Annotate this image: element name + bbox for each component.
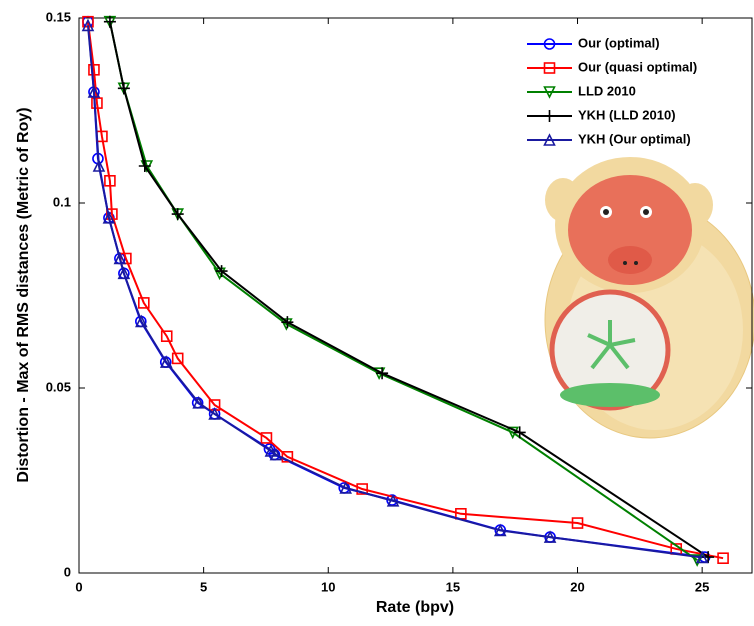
point [269, 447, 283, 461]
point [386, 494, 400, 507]
point [192, 396, 205, 409]
legend-label: LLD 2010 [578, 83, 636, 98]
plot-frame [78, 17, 753, 574]
point [543, 530, 557, 543]
point [91, 97, 103, 109]
x-tick-label: 5 [200, 579, 207, 594]
legend-marker [543, 86, 556, 99]
y-tick-label: 0.1 [53, 194, 71, 209]
legend-label: YKH (Our optimal) [578, 131, 691, 146]
point [104, 175, 116, 187]
legend-label: Our (quasi optimal) [578, 59, 697, 74]
y-tick-label: 0.15 [46, 9, 71, 24]
legend-marker [543, 110, 556, 122]
point [160, 330, 173, 343]
point [695, 550, 709, 564]
point [117, 266, 131, 280]
point [102, 211, 116, 224]
point [138, 297, 150, 309]
x-axis-label: Rate (bpv) [376, 599, 454, 616]
y-axis-label: Distortion - Max of RMS distances (Metri… [15, 107, 32, 482]
point [81, 18, 95, 32]
x-tick-label: 10 [321, 579, 335, 594]
monkey-illustration [544, 157, 754, 439]
legend-marker [543, 62, 556, 74]
point [493, 523, 507, 537]
legend-label: YKH (LLD 2010) [578, 107, 676, 122]
point [208, 407, 221, 420]
point [339, 481, 353, 494]
point [356, 483, 368, 495]
y-tick-label: 0.05 [46, 379, 71, 394]
point [117, 82, 130, 95]
point [113, 251, 127, 265]
y-tick-label: 0 [64, 564, 71, 579]
series-line [86, 25, 703, 559]
point [264, 444, 278, 457]
legend-marker [543, 38, 556, 50]
x-tick-label: 0 [75, 579, 82, 594]
series [81, 18, 709, 564]
x-tick-label: 25 [695, 579, 709, 594]
legend-marker [543, 133, 556, 146]
point [260, 432, 273, 444]
point [92, 159, 106, 172]
point [171, 352, 184, 365]
point [717, 552, 729, 565]
point [215, 265, 228, 278]
series [82, 15, 729, 565]
x-tick-label: 15 [446, 579, 460, 594]
point [281, 316, 294, 329]
point [171, 208, 184, 221]
point [690, 554, 704, 567]
x-tick-label: 20 [570, 579, 584, 594]
point [87, 85, 101, 98]
point [571, 517, 584, 529]
point [135, 314, 148, 328]
point [103, 15, 116, 28]
legend-label: Our (optimal) [578, 35, 660, 50]
point [88, 64, 100, 76]
point [513, 426, 526, 439]
point [159, 355, 173, 368]
point [376, 367, 389, 380]
point [138, 160, 151, 172]
